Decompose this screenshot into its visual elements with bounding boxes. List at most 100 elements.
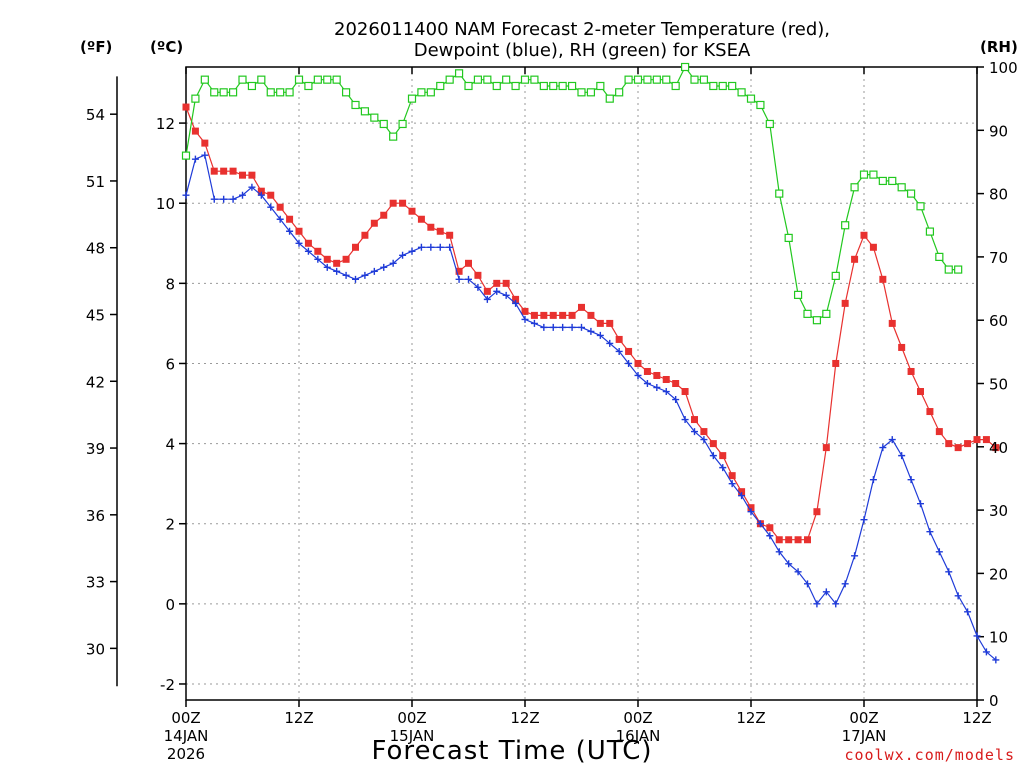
dewpoint-point	[304, 247, 312, 255]
temperature-point	[399, 199, 407, 207]
dewpoint-point	[634, 371, 642, 379]
rh-point	[210, 88, 219, 97]
temperature-point	[634, 359, 642, 367]
dewpoint-point	[964, 608, 972, 616]
temperature-point	[775, 536, 783, 544]
rh-point	[200, 75, 209, 84]
rh-point	[859, 170, 869, 179]
temperature-point	[549, 311, 557, 319]
rh-point	[577, 88, 586, 97]
data-series	[181, 62, 1000, 664]
temperature-point	[239, 171, 246, 179]
dewpoint-point	[333, 267, 341, 275]
temperature-point	[286, 215, 294, 223]
dewpoint-point	[530, 319, 538, 327]
rh-point	[690, 75, 699, 84]
dewpoint-point	[286, 227, 294, 235]
temperature-point	[926, 408, 934, 416]
rh-point	[426, 88, 435, 97]
rh-tick-label: 100	[989, 59, 1018, 77]
temperature-point	[295, 227, 303, 235]
dewpoint-point	[869, 476, 877, 484]
x-tick-day: 16JAN	[616, 727, 661, 745]
fahrenheit-tick-label: 30	[86, 640, 105, 658]
dewpoint-point	[587, 327, 595, 335]
rh-point	[276, 88, 285, 97]
rh-point	[812, 316, 822, 325]
dewpoint-point	[775, 548, 783, 556]
rh-point	[586, 88, 596, 97]
temperature-point	[935, 428, 943, 436]
temperature-point	[389, 199, 397, 207]
rh-point	[304, 81, 313, 91]
x-tick-day: 15JAN	[390, 727, 435, 745]
dewpoint-point	[662, 388, 670, 396]
dewpoint-point	[191, 155, 199, 163]
temperature-point	[370, 219, 378, 227]
rh-point	[285, 88, 294, 97]
rh-point	[822, 309, 831, 318]
rh-point	[379, 119, 388, 129]
dewpoint-point	[380, 263, 388, 271]
rh-tick-label: 20	[989, 565, 1008, 583]
temperature-point	[502, 279, 510, 287]
rh-point	[728, 81, 737, 91]
rh-point	[492, 81, 501, 91]
dewpoint-point	[220, 195, 228, 203]
rh-point	[323, 75, 332, 84]
rh-point	[417, 88, 426, 97]
dewpoint-point	[465, 275, 472, 283]
dewpoint-point	[643, 380, 651, 387]
fahrenheit-tick-label: 39	[86, 440, 105, 458]
rh-point	[398, 119, 407, 129]
x-tick-label: 12Z	[510, 709, 539, 727]
dewpoint-point	[455, 275, 463, 283]
temperature-point	[945, 440, 953, 448]
x-tick-label: 00Z	[849, 709, 878, 727]
chart-title-line2: Dewpoint (blue), RH (green) for KSEA	[414, 40, 751, 61]
rh-point	[596, 81, 605, 91]
rh-tick-label: 80	[989, 186, 1008, 204]
celsius-tick-label: 10	[156, 195, 175, 213]
temperature-point	[869, 243, 877, 251]
rh-point	[502, 75, 511, 84]
dewpoint-point	[427, 243, 435, 251]
temperature-point	[973, 436, 981, 444]
dewpoint-point	[832, 600, 840, 608]
rh-point	[888, 176, 897, 186]
temperature-point	[568, 311, 576, 319]
rh-tick-label: 60	[989, 312, 1008, 330]
temperature-point	[832, 359, 840, 367]
temperature-point	[314, 247, 322, 255]
dewpoint-point	[399, 251, 407, 259]
temperature-point	[267, 191, 275, 199]
celsius-tick-label: 6	[165, 355, 175, 373]
x-tick-label: 12Z	[736, 709, 765, 727]
plot-frame	[185, 66, 978, 701]
temperature-point	[191, 127, 199, 135]
temperature-point	[606, 319, 614, 327]
temperature-point	[455, 267, 463, 275]
rh-point	[332, 75, 341, 84]
rh-point	[850, 183, 859, 192]
dewpoint-point	[756, 520, 764, 528]
rh-point	[266, 88, 275, 97]
x-tick-label: 12Z	[284, 709, 313, 727]
temperature-point	[766, 524, 774, 532]
temperature-point	[408, 207, 416, 215]
dewpoint-point	[549, 323, 557, 331]
temperature-point	[417, 215, 425, 223]
dewpoint-point	[766, 532, 774, 540]
dewpoint-point	[512, 299, 520, 307]
dewpoint-point	[935, 548, 943, 556]
temperature-point	[794, 536, 802, 544]
temperature-point	[333, 259, 341, 267]
dewpoint-point	[691, 428, 698, 436]
temperature-point	[323, 255, 331, 263]
fahrenheit-tick-label: 42	[86, 373, 105, 391]
rh-point	[746, 94, 756, 103]
rh-point	[652, 75, 661, 84]
rh-point	[549, 81, 558, 91]
chart-title-line1: 2026011400 NAM Forecast 2-meter Temperat…	[334, 19, 830, 40]
rh-point	[954, 265, 963, 274]
